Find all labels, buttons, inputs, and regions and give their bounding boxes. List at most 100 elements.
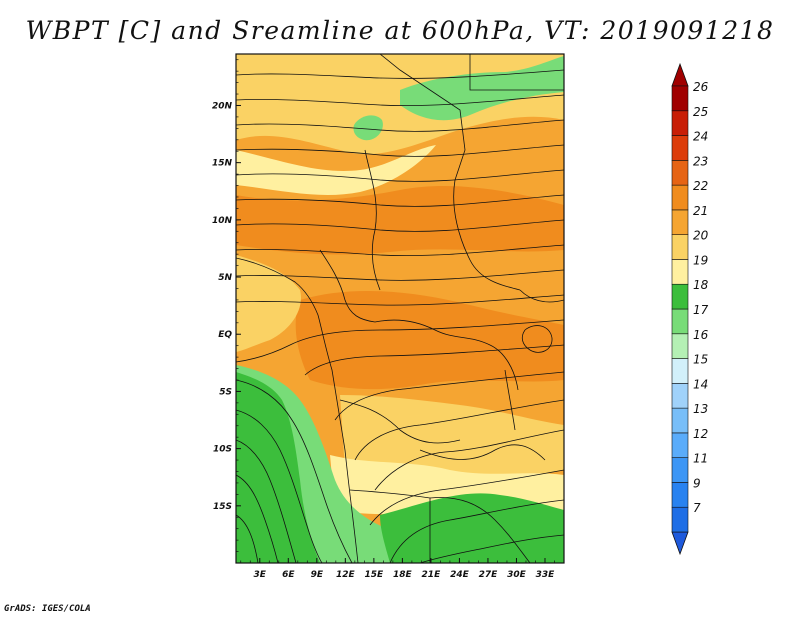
colorbar-label: 23 — [693, 154, 708, 168]
colorbar-swatch — [671, 482, 689, 508]
streamline — [236, 219, 564, 232]
shade-18-southwest — [236, 372, 320, 563]
lat-tick-label: 5S — [219, 387, 232, 397]
colorbar-label: 18 — [693, 278, 709, 292]
colorbar-swatch — [671, 110, 689, 136]
wbpt-shading — [236, 54, 564, 563]
lon-tick-label: 27E — [479, 570, 499, 580]
border-sahara — [379, 54, 466, 181]
lat-tick-label: 15N — [212, 159, 233, 169]
streamline — [236, 439, 297, 563]
streamline — [236, 409, 323, 563]
streamline — [236, 119, 564, 132]
colorbar-swatch — [671, 209, 689, 235]
colorbar-swatch — [671, 135, 689, 161]
colorbar-label: 20 — [693, 229, 709, 243]
colorbar-label: 7 — [693, 501, 701, 515]
border-sudan — [453, 179, 521, 291]
colorbar-label: 13 — [693, 402, 708, 416]
lake-tanganyika — [504, 369, 516, 431]
streamline — [236, 294, 564, 306]
shade-22-lower — [295, 290, 564, 390]
colorbar-label: 22 — [693, 179, 708, 193]
streamlines — [236, 69, 564, 563]
border-cameroon — [319, 249, 376, 323]
colorbar-label: 25 — [693, 105, 708, 119]
streamline — [369, 469, 564, 526]
colorbar-swatch — [671, 506, 689, 533]
map-frame — [235, 53, 565, 564]
streamline — [236, 319, 564, 363]
shade-18-south — [380, 493, 564, 563]
lon-tick-label: 6E — [282, 570, 295, 580]
streamline — [374, 429, 564, 491]
lon-tick-label: 18E — [393, 570, 413, 580]
streamline — [304, 344, 564, 376]
streamline — [236, 169, 564, 182]
colorbar-label: 21 — [693, 204, 708, 218]
colorbar-high-arrow — [671, 62, 689, 87]
lat-tick-label: 5N — [218, 273, 232, 283]
streamline — [236, 244, 564, 257]
colorbar-swatch — [671, 283, 689, 310]
lake-victoria — [521, 325, 553, 353]
streamline — [334, 371, 564, 421]
streamline — [236, 94, 564, 107]
colorbar-label: 19 — [693, 253, 708, 267]
border-libya — [469, 54, 564, 91]
colorbar-swatch — [671, 85, 689, 112]
border-angola — [339, 399, 461, 444]
streamline — [236, 269, 564, 281]
colorbar-label: 14 — [693, 377, 708, 391]
map-area — [236, 54, 564, 563]
streamline — [236, 514, 259, 563]
border-botswana — [429, 497, 531, 563]
streamline — [389, 499, 564, 563]
colorbar-swatch — [671, 259, 689, 285]
colorbar-label: 17 — [693, 303, 709, 317]
colorbar-swatch — [671, 457, 689, 483]
lon-tick-label: 3E — [254, 570, 267, 580]
colorbar-label: 26 — [693, 80, 709, 94]
grads-credit: GrADS: IGES/COLA — [4, 604, 91, 614]
lon-tick-label: 9E — [311, 570, 324, 580]
streamline — [236, 379, 353, 563]
colorbar-swatch — [671, 160, 689, 186]
lon-tick-label: 15E — [365, 570, 385, 580]
colorbar-label: 24 — [693, 130, 708, 144]
country-borders — [236, 54, 564, 563]
colorbar-label: 12 — [693, 427, 708, 441]
shade-20-west — [236, 255, 301, 352]
lat-tick-label: 10N — [212, 216, 233, 226]
border-east — [519, 289, 564, 303]
colorbar-swatch — [671, 234, 689, 260]
colorbar-label: 15 — [693, 353, 708, 367]
border-namibia — [349, 489, 431, 563]
colorbar-swatch — [671, 333, 689, 359]
colorbar-swatch — [671, 358, 689, 384]
page-title: WBPT [C] and Sreamline at 600hPa, VT: 20… — [25, 16, 775, 45]
colorbar-low-arrow — [671, 531, 689, 556]
lon-tick-label: 33E — [536, 570, 556, 580]
lat-tick-label: 20N — [212, 101, 233, 111]
lon-tick-label: 12E — [336, 570, 356, 580]
shade-17-patch — [353, 115, 383, 141]
colorbar-label: 16 — [693, 328, 709, 342]
colorbar-swatch — [671, 432, 689, 458]
colorbar: 7 9 11 12 13 14 15 16 17 18 19 20 21 22 23 24 25 26 — [671, 62, 709, 556]
streamline — [236, 144, 564, 157]
longitude-axis: 3E 6E 9E 12E 15E 18E 21E 24E 27E 30E 33E — [240, 558, 556, 580]
lat-tick-label: 15S — [213, 502, 232, 512]
shade-19-band — [236, 145, 436, 195]
border-zambia — [419, 444, 546, 461]
shade-17-north — [400, 56, 564, 121]
shade-20-south — [340, 395, 564, 482]
streamline — [236, 474, 279, 563]
latitude-axis: 20N 15N 10N 5N EQ 5S 10S 15S — [212, 59, 241, 552]
border-drc — [374, 319, 519, 391]
colorbar-swatch — [671, 184, 689, 211]
lon-tick-label: 24E — [450, 570, 470, 580]
lon-tick-label: 21E — [422, 570, 442, 580]
colorbar-label: 9 — [693, 476, 701, 490]
